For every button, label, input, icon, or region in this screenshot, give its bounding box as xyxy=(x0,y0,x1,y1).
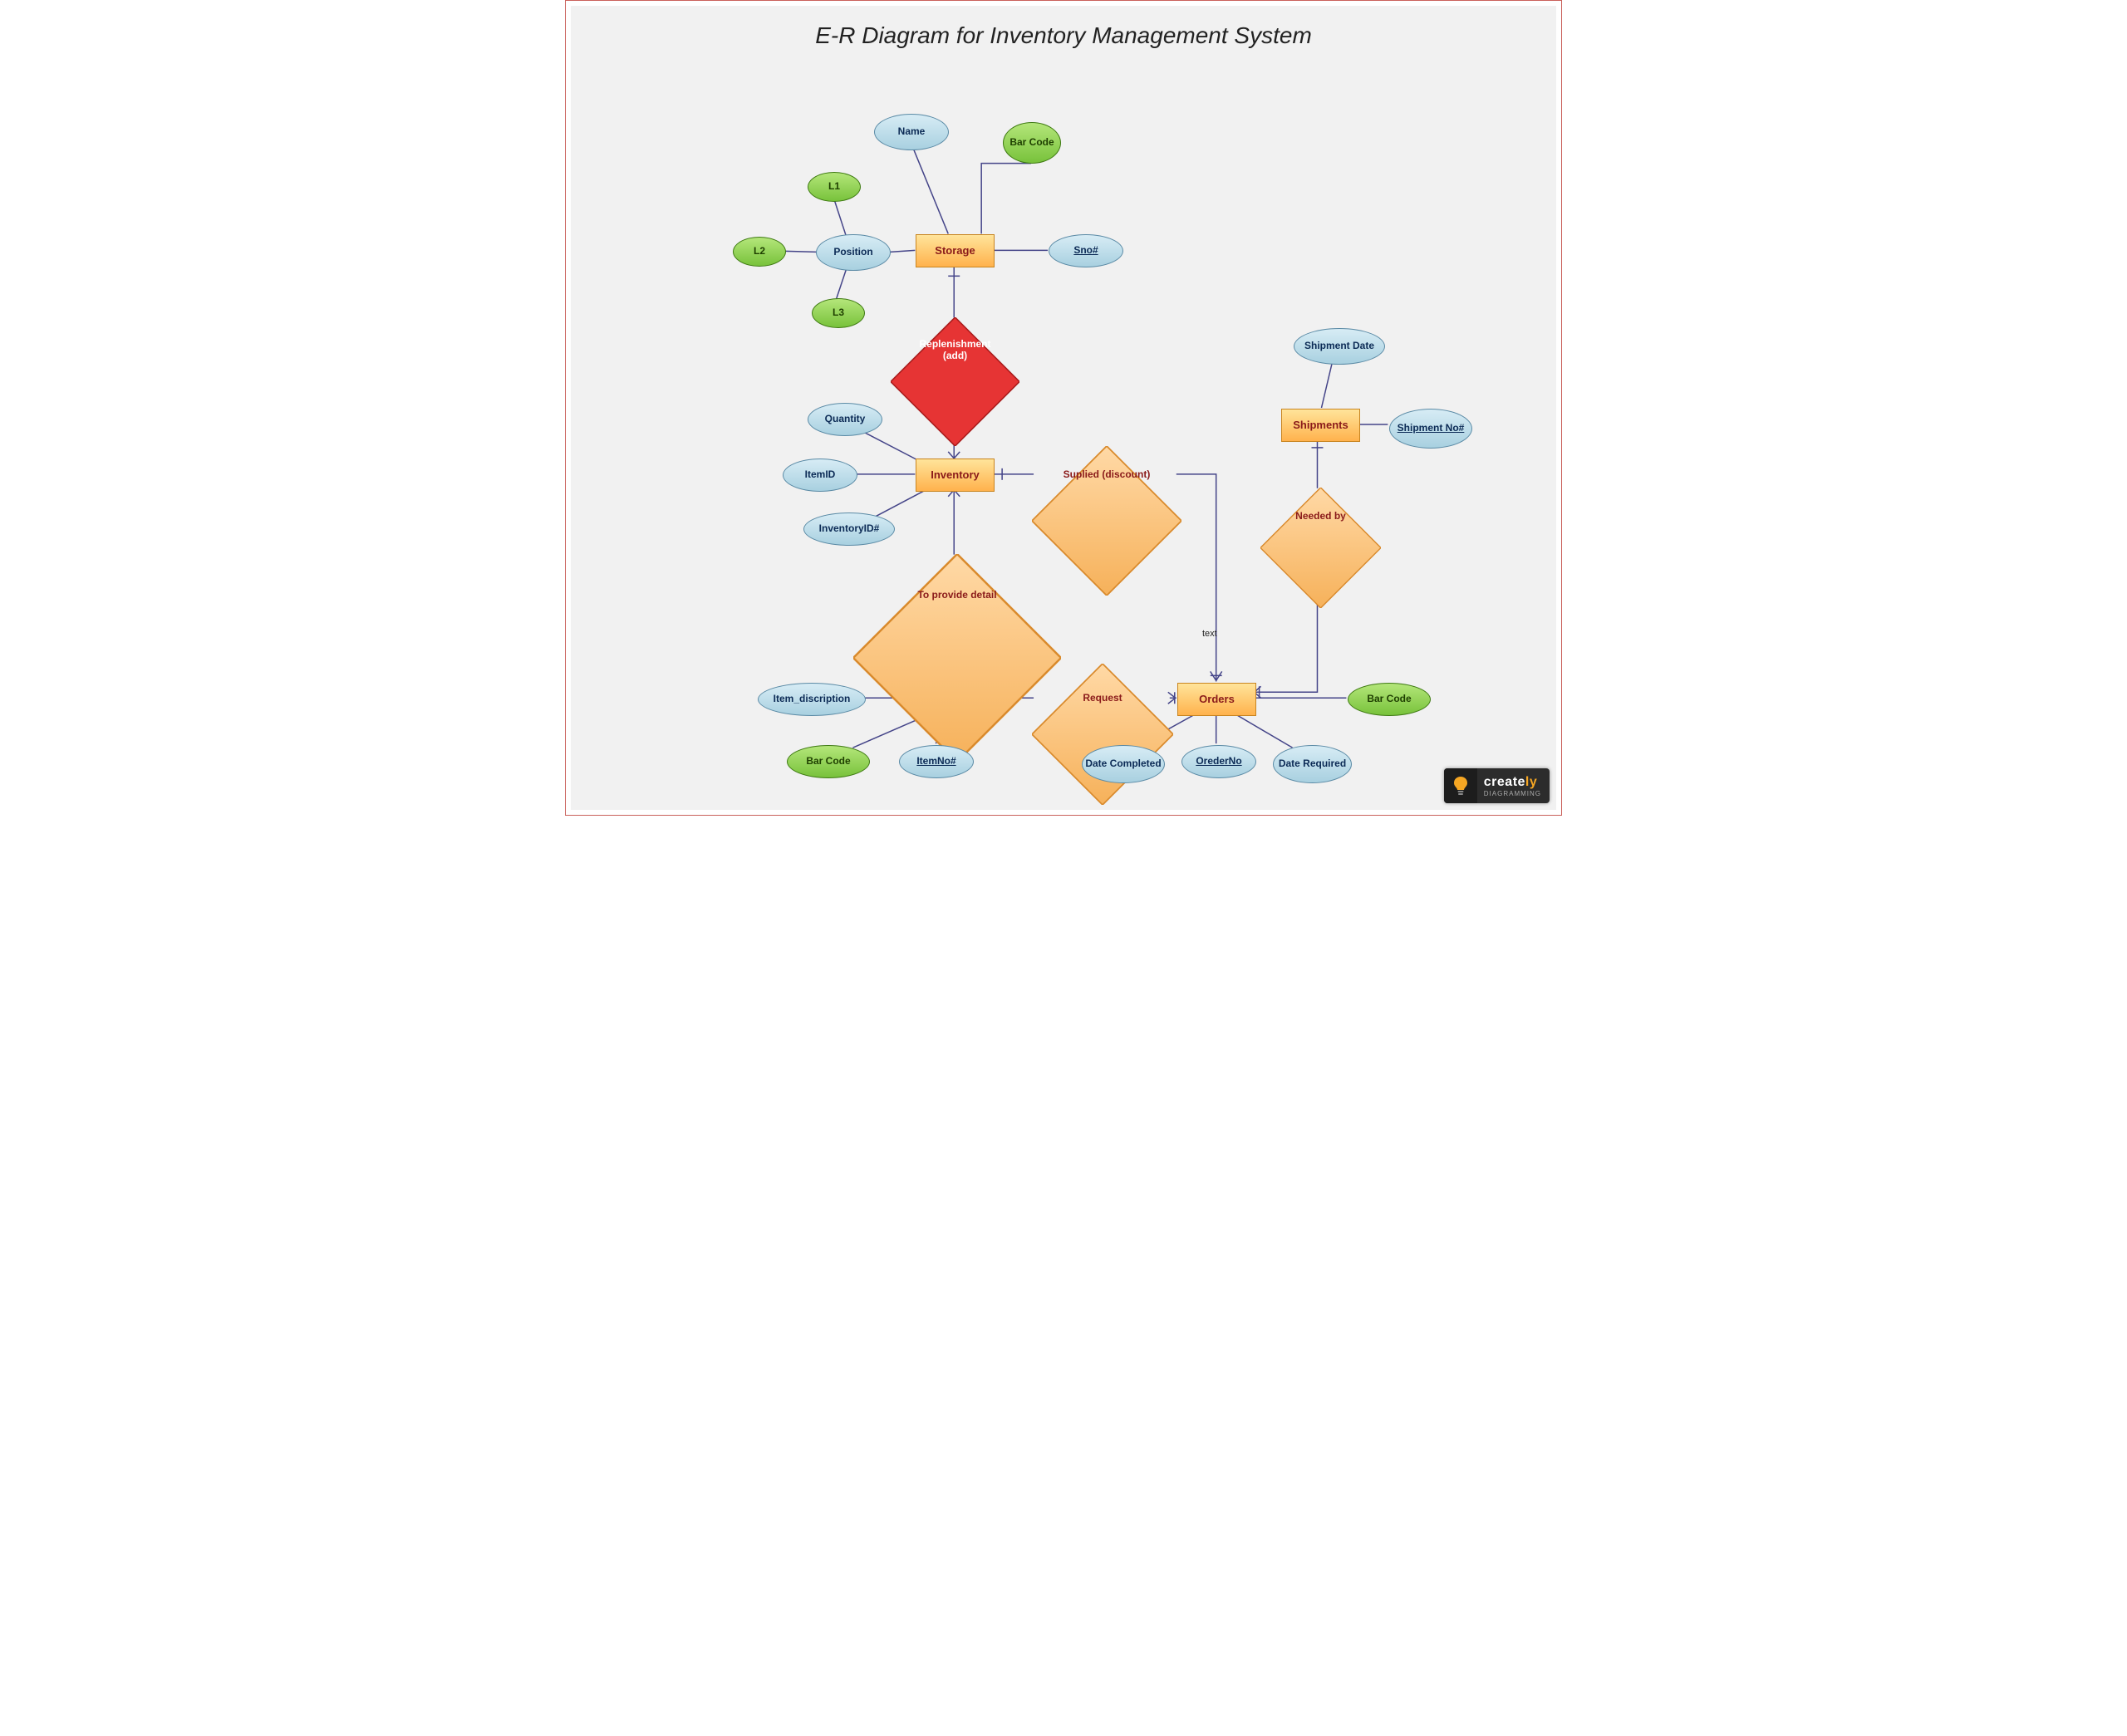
attr-name: Name xyxy=(874,114,949,150)
attr-orderno: OrederNo xyxy=(1181,745,1256,778)
attr-date-completed: Date Completed xyxy=(1082,745,1165,783)
attr-l3: L3 xyxy=(812,298,865,328)
attr-l1: L1 xyxy=(808,172,861,202)
diagram-canvas: E-R Diagram for Inventory Management Sys… xyxy=(571,6,1556,810)
creately-logo: creately Diagramming xyxy=(1444,768,1550,803)
entity-shipments: Shipments xyxy=(1281,409,1360,442)
rel-provide: To provide detail xyxy=(853,554,1061,637)
attr-shipment-no: Shipment No# xyxy=(1389,409,1472,449)
diagram-container: E-R Diagram for Inventory Management Sys… xyxy=(565,0,1562,816)
attr-item-description: Item_discription xyxy=(758,683,866,716)
bulb-icon xyxy=(1444,768,1477,803)
rel-request: Request xyxy=(1032,664,1173,733)
rel-needed: Needed by xyxy=(1260,488,1381,546)
attr-barcode-orders: Bar Code xyxy=(1348,683,1431,716)
attr-position: Position xyxy=(816,234,891,271)
attr-sno: Sno# xyxy=(1049,234,1123,267)
attr-barcode-storage: Bar Code xyxy=(1003,122,1061,164)
attr-itemid: ItemID xyxy=(783,459,857,492)
entity-orders: Orders xyxy=(1177,683,1256,716)
entity-storage: Storage xyxy=(916,234,995,267)
attr-date-required: Date Required xyxy=(1273,745,1352,783)
rel-replenishment: Replenishment (add) xyxy=(891,317,1019,384)
attr-barcode-items: Bar Code xyxy=(787,745,870,778)
attr-inventoryid: InventoryID# xyxy=(803,512,895,546)
rel-supplied: Suplied (discount) xyxy=(1032,446,1181,504)
attr-l2: L2 xyxy=(733,237,786,267)
edge-label-text: text xyxy=(1202,629,1217,639)
attr-itemno: ItemNo# xyxy=(899,745,974,778)
entity-inventory: Inventory xyxy=(916,459,995,492)
attr-shipment-date: Shipment Date xyxy=(1294,328,1385,365)
attr-quantity: Quantity xyxy=(808,403,882,436)
